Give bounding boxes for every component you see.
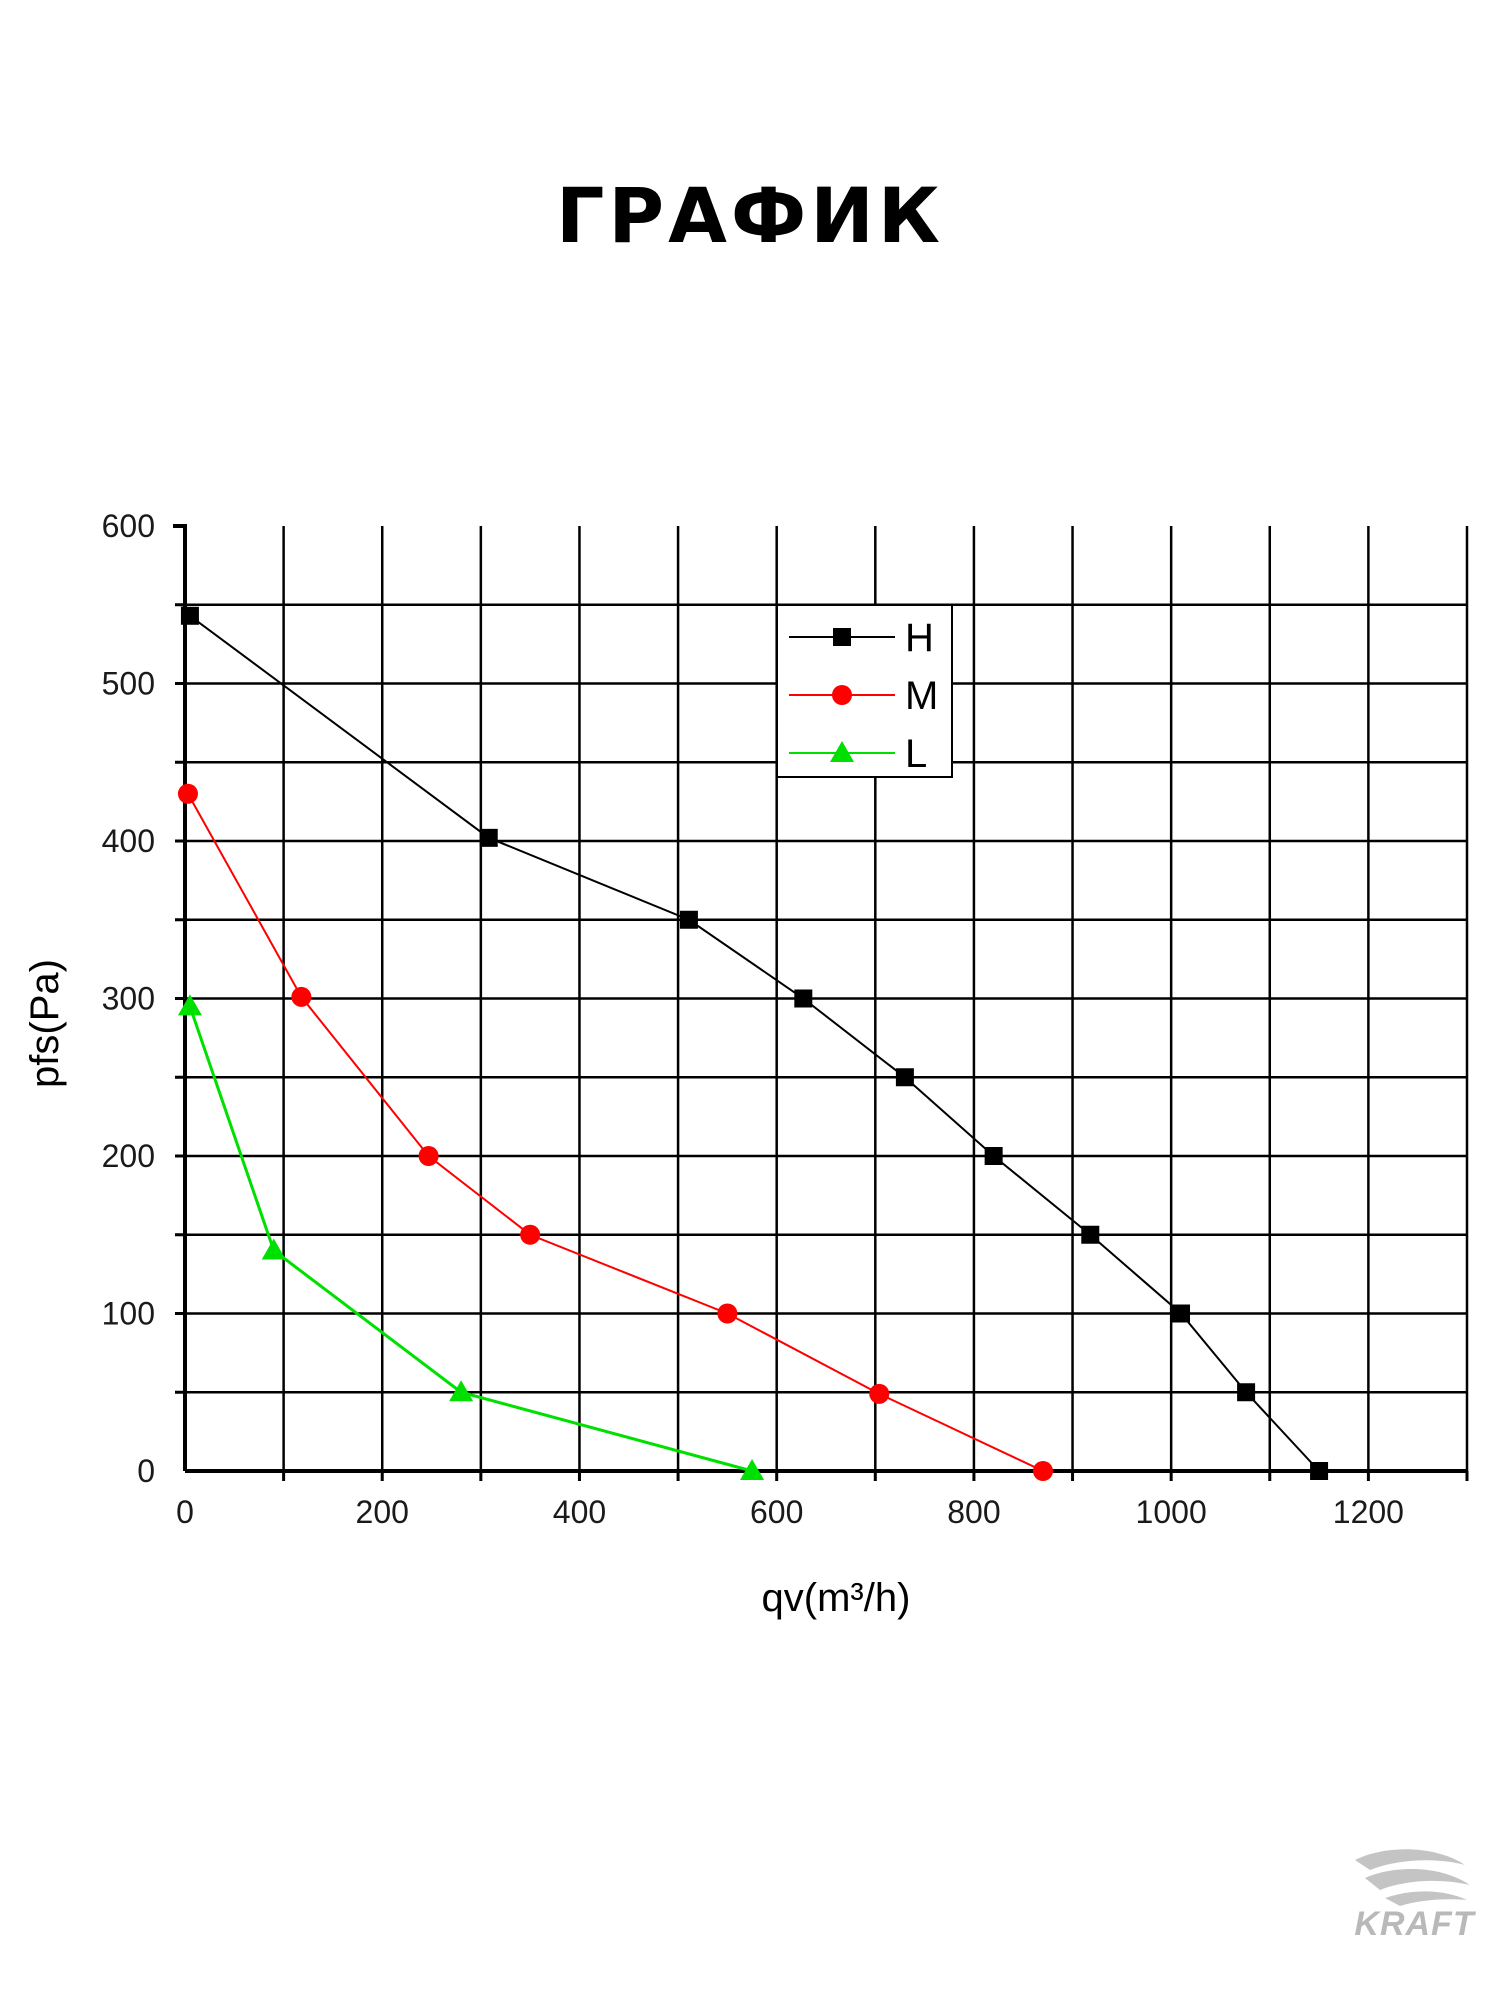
y-tick-label: 400: [102, 823, 155, 859]
data-point-circle: [869, 1383, 890, 1404]
x-tick-label: 400: [553, 1494, 606, 1530]
data-point-triangle: [830, 741, 854, 762]
page-title: ГРАФИК: [555, 171, 945, 260]
data-point-circle: [717, 1303, 738, 1324]
data-point-square: [180, 606, 199, 625]
data-point-square: [794, 989, 813, 1008]
data-point-circle: [418, 1146, 439, 1166]
data-point-circle: [177, 783, 198, 804]
data-point-square: [479, 828, 498, 847]
series-line: [188, 1005, 753, 1473]
y-tick-label: 600: [102, 508, 155, 544]
data-point-square: [1310, 1462, 1329, 1480]
kraft-logo-icon: [1355, 1849, 1470, 1906]
legend-box: [776, 604, 953, 778]
data-point-square: [1237, 1383, 1256, 1402]
chart-ticks: 0 200 400 600 800 1000 1200 0 100 200 300 400 500 600: [102, 508, 1469, 1530]
data-point-square: [984, 1147, 1003, 1165]
kraft-logo-text: KRAFT: [1354, 1905, 1475, 1943]
x-tick-label: 800: [947, 1494, 1000, 1530]
legend-label: M: [905, 674, 938, 718]
x-tick-label: 1000: [1136, 1494, 1207, 1530]
data-point-square: [1081, 1225, 1100, 1244]
series-M: [177, 783, 1053, 1481]
series-line: [187, 793, 1044, 1472]
y-tick-label: 200: [102, 1138, 155, 1174]
data-point-circle: [520, 1224, 541, 1245]
x-tick-label: 200: [356, 1494, 409, 1530]
series-L: [177, 994, 765, 1480]
legend-label: H: [905, 616, 934, 660]
data-point-triangle: [261, 1238, 286, 1260]
data-point-triangle: [449, 1380, 474, 1402]
data-point-square: [895, 1068, 914, 1087]
data-point-circle: [1032, 1461, 1053, 1481]
x-tick-label: 0: [176, 1494, 194, 1530]
y-tick-label: 100: [102, 1296, 155, 1332]
data-point-square: [1172, 1304, 1191, 1323]
series-H: [180, 606, 1329, 1480]
data-point-triangle: [740, 1459, 765, 1480]
y-tick-label: 300: [102, 981, 155, 1017]
series-line: [189, 614, 1320, 1472]
data-point-square: [679, 910, 698, 929]
data-point-square: [833, 628, 851, 646]
data-point-circle: [832, 685, 852, 705]
legend-label: L: [905, 732, 927, 776]
chart-series: [177, 606, 1329, 1481]
chart-legend: HML: [776, 604, 953, 778]
x-tick-label: 1200: [1333, 1494, 1404, 1530]
y-tick-label: 500: [102, 666, 155, 702]
x-axis-label: qv(m³/h): [762, 1576, 911, 1620]
data-point-circle: [291, 986, 312, 1007]
y-axis-label: pfs(Pa): [23, 959, 67, 1088]
y-tick-label: 0: [137, 1453, 155, 1489]
x-tick-label: 600: [750, 1494, 803, 1530]
data-point-triangle: [177, 994, 202, 1016]
